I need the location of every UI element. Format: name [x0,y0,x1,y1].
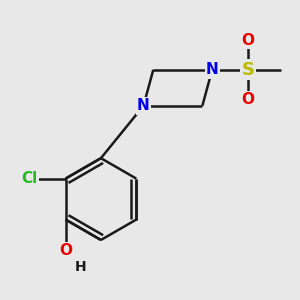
Text: H: H [75,260,86,274]
Text: S: S [242,61,255,79]
Text: N: N [206,62,218,77]
Text: O: O [242,92,255,107]
Text: N: N [137,98,150,113]
Text: O: O [242,33,255,48]
Text: O: O [59,243,72,258]
Text: Cl: Cl [21,171,38,186]
